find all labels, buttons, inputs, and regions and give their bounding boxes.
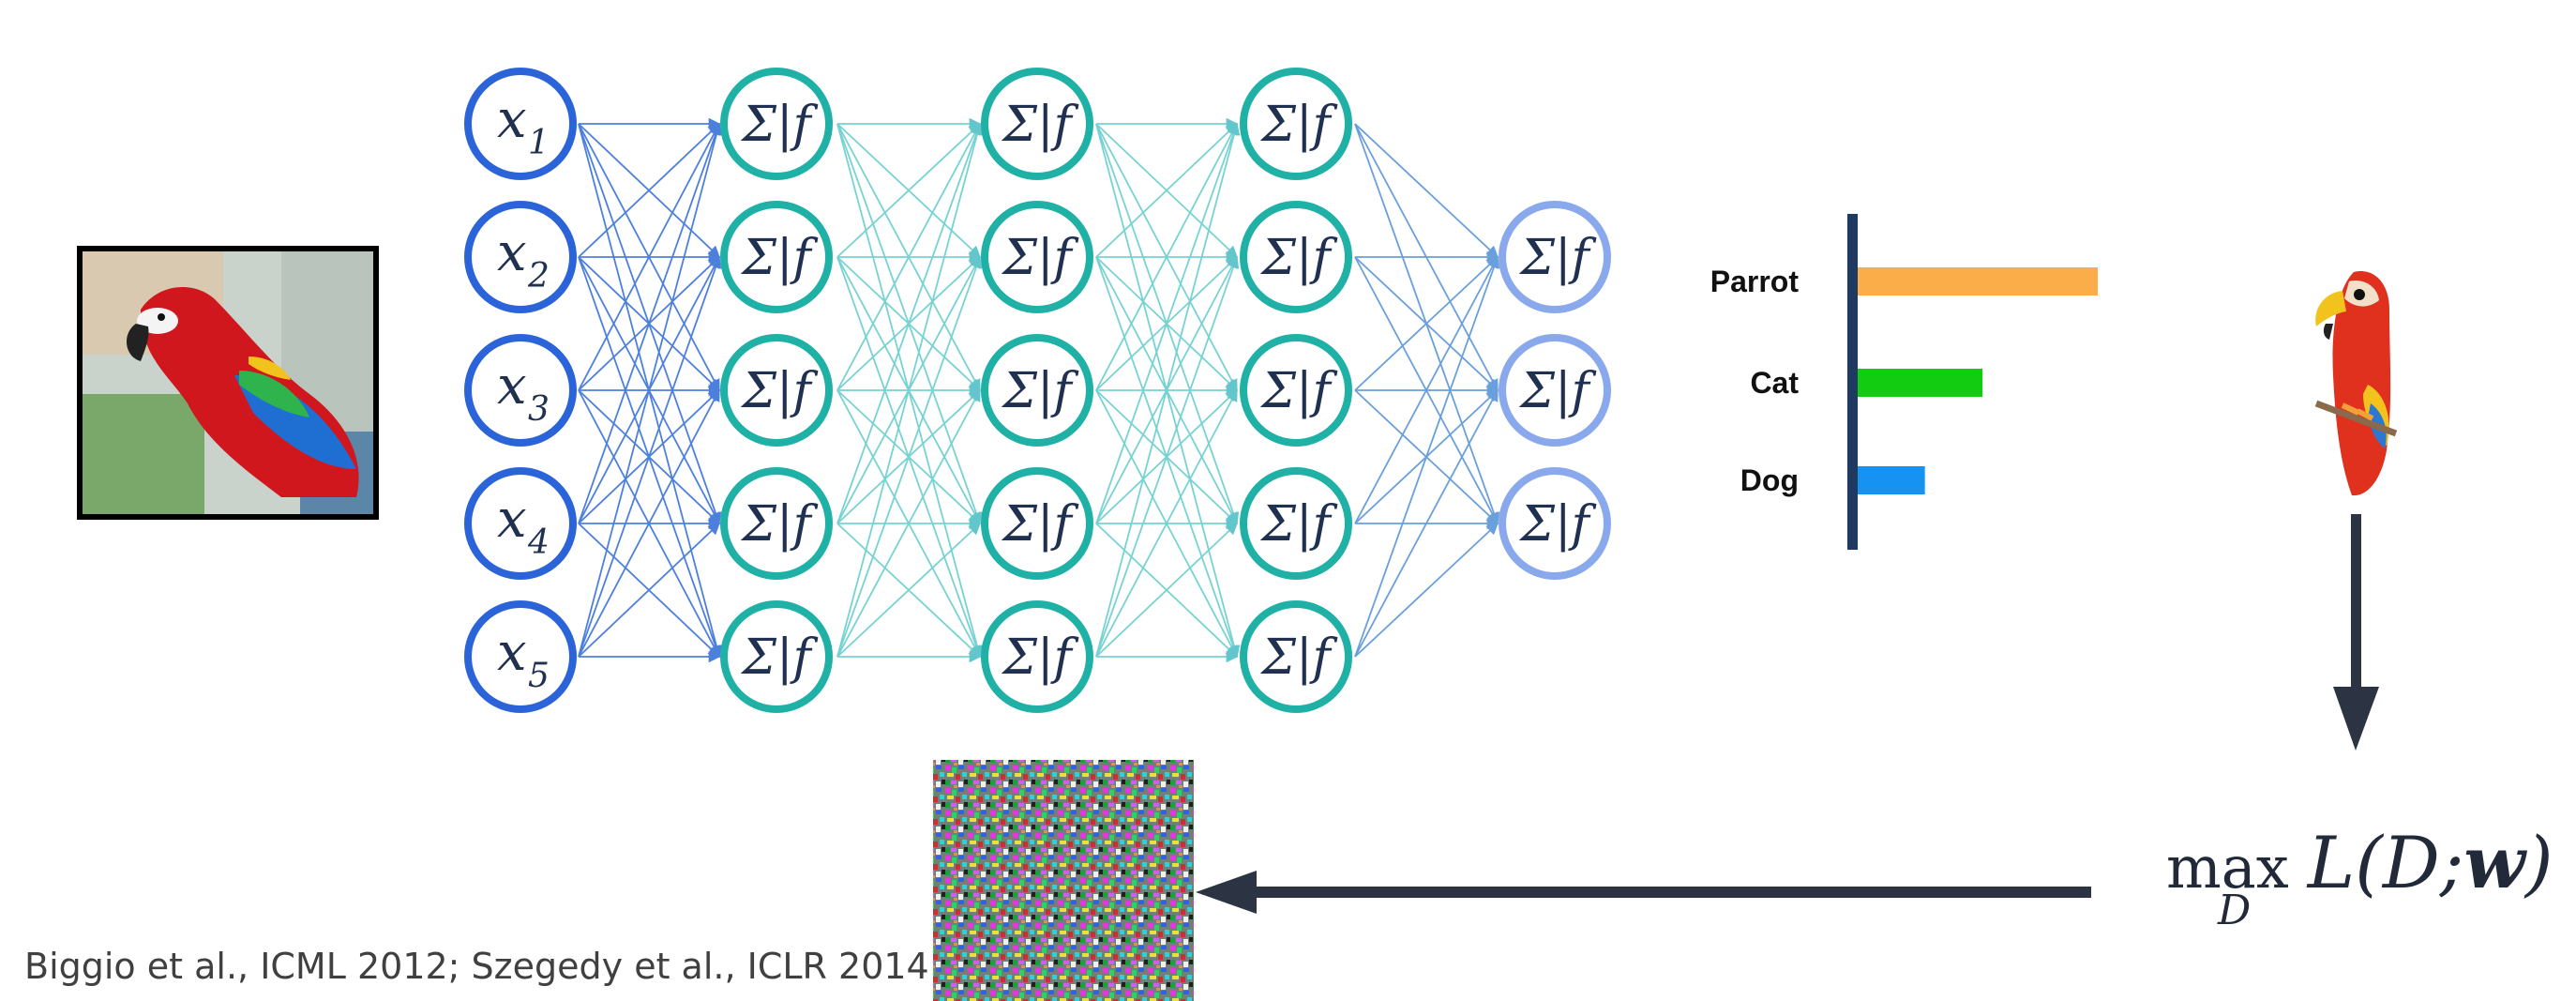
down-arrow — [2333, 514, 2379, 751]
hidden-node: Σ|f — [1240, 334, 1352, 447]
output-node: Σ|f — [1499, 201, 1611, 313]
hidden-node-label: Σ|f — [740, 97, 818, 153]
input-node-subscript: 3 — [528, 390, 550, 429]
hidden-node: Σ|f — [1240, 201, 1352, 313]
hidden-node: Σ|f — [981, 334, 1093, 447]
bar-parrot — [1858, 267, 2098, 296]
hidden-node: Σ|f — [1240, 68, 1352, 180]
hidden-node-label: Σ|f — [1259, 629, 1337, 686]
bar-label-cat: Cat — [1750, 366, 1799, 400]
hidden-layer-3: Σ|f Σ|f Σ|f Σ|f Σ|f — [1240, 68, 1352, 713]
input-node: x 5 — [464, 600, 577, 713]
hidden-node-label: Σ|f — [1259, 230, 1337, 286]
input-node-label: x — [497, 89, 527, 150]
edges-hidden1-hidden2 — [836, 117, 984, 663]
hidden-node-label: Σ|f — [740, 496, 818, 553]
hidden-node: Σ|f — [981, 467, 1093, 580]
input-node-label: x — [497, 356, 527, 417]
hidden-node: Σ|f — [720, 467, 833, 580]
edges-hidden2-hidden3 — [1095, 117, 1241, 663]
output-layer: Σ|f Σ|f Σ|f — [1499, 201, 1611, 580]
hidden-node: Σ|f — [1240, 600, 1352, 713]
input-node: x 2 — [464, 201, 577, 313]
bar-cat — [1858, 369, 1983, 397]
bar-label-parrot: Parrot — [1710, 265, 1800, 298]
class-probability-chart: Parrot Cat Dog — [1710, 214, 2098, 550]
edges-input-hidden1 — [578, 117, 723, 663]
hidden-node: Σ|f — [720, 600, 833, 713]
formula-weights: w — [2463, 821, 2525, 904]
hidden-node: Σ|f — [981, 600, 1093, 713]
input-node: x 1 — [464, 68, 577, 180]
formula-subscript: D — [2218, 887, 2252, 934]
parrot-cartoon — [2314, 271, 2398, 496]
output-node: Σ|f — [1499, 467, 1611, 580]
left-arrow — [1196, 871, 2091, 914]
hidden-node-label: Σ|f — [740, 629, 818, 686]
output-node-label: Σ|f — [1518, 230, 1596, 286]
citation-text: Biggio et al., ICML 2012; Szegedy et al.… — [24, 946, 929, 987]
input-layer: x 1 x 2 x 3 x 4 x 5 — [464, 68, 577, 713]
hidden-layer-2: Σ|f Σ|f Σ|f Σ|f Σ|f — [981, 68, 1093, 713]
formula-max: max — [2166, 833, 2289, 902]
formula-expression: L(D;w) — [2308, 821, 2553, 904]
hidden-node-label: Σ|f — [1259, 496, 1337, 553]
hidden-node: Σ|f — [720, 201, 833, 313]
hidden-layer-1: Σ|f Σ|f Σ|f Σ|f Σ|f — [720, 68, 833, 713]
input-node-subscript: 2 — [527, 257, 550, 296]
input-node-label: x — [497, 622, 527, 683]
formula-expr-end: ) — [2524, 821, 2553, 904]
bar-dog — [1858, 466, 1925, 494]
parrot-photo — [77, 246, 379, 520]
chart-axis — [1847, 214, 1858, 550]
hidden-node-label: Σ|f — [1259, 363, 1337, 419]
objective-formula: max D L(D;w) — [2166, 821, 2553, 934]
hidden-node: Σ|f — [720, 334, 833, 447]
edges-hidden3-output — [1354, 123, 1500, 658]
input-node-subscript: 1 — [528, 124, 550, 162]
hidden-node-label: Σ|f — [1001, 363, 1078, 419]
hidden-node-label: Σ|f — [1001, 97, 1078, 153]
hidden-node: Σ|f — [720, 68, 833, 180]
hidden-node-label: Σ|f — [1001, 230, 1078, 286]
hidden-node-label: Σ|f — [1259, 97, 1337, 153]
hidden-node: Σ|f — [1240, 467, 1352, 580]
input-node-subscript: 5 — [528, 657, 550, 695]
output-node-label: Σ|f — [1518, 363, 1596, 419]
input-node-label: x — [497, 222, 527, 283]
hidden-node-label: Σ|f — [740, 363, 818, 419]
hidden-node-label: Σ|f — [740, 230, 818, 286]
input-node-subscript: 4 — [527, 523, 550, 562]
input-node-label: x — [497, 489, 527, 550]
formula-expr-start: L(D; — [2307, 821, 2464, 904]
hidden-node: Σ|f — [981, 201, 1093, 313]
bar-label-dog: Dog — [1740, 463, 1799, 497]
input-node: x 4 — [464, 467, 577, 580]
adversarial-noise — [933, 760, 1194, 1001]
hidden-node-label: Σ|f — [1001, 629, 1078, 686]
output-node: Σ|f — [1499, 334, 1611, 447]
hidden-node-label: Σ|f — [1001, 496, 1078, 553]
input-node: x 3 — [464, 334, 577, 447]
hidden-node: Σ|f — [981, 68, 1093, 180]
output-node-label: Σ|f — [1518, 496, 1596, 553]
